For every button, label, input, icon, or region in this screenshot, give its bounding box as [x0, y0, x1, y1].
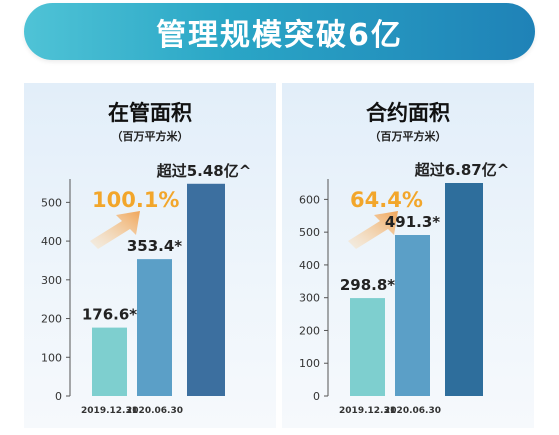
- x-tick-label: 2019.12.31: [339, 406, 396, 416]
- contract-area-title: 合约面积: [366, 101, 450, 125]
- growth-label: 64.4%: [350, 188, 423, 212]
- bar-2: [395, 235, 430, 396]
- y-tick-label: 500: [41, 196, 62, 209]
- contract-area-chart: 0 100 200 300 400 500 600 64.4% 298.8* 2019.12.31…: [299, 161, 510, 416]
- managed-area-title: 在管面积: [108, 101, 192, 125]
- y-tick-label: 600: [299, 193, 320, 206]
- contract-area-panel: 合约面积 （百万平方米） 0 100 200 300 400 500 600 64.4% 298…: [282, 83, 534, 428]
- managed-area-unit: （百万平方米）: [111, 130, 189, 143]
- data-label-1: 298.8*: [340, 276, 395, 294]
- y-tick-label: 400: [41, 235, 62, 248]
- bar-3: [445, 183, 483, 396]
- data-label-3: 超过5.48亿^: [156, 162, 252, 180]
- data-label-1: 176.6*: [82, 306, 137, 324]
- contract-area-unit: （百万平方米）: [369, 130, 447, 143]
- data-label-3: 超过6.87亿^: [414, 161, 510, 179]
- bar-1: [350, 298, 385, 396]
- banner-title: 管理规模突破6亿: [24, 3, 535, 60]
- y-tick-label: 0: [313, 390, 320, 403]
- y-tick-label: 100: [41, 351, 62, 364]
- y-tick-label: 0: [55, 390, 62, 403]
- x-tick-label: 2020.06.30: [384, 406, 441, 416]
- y-tick-label: 300: [299, 292, 320, 305]
- growth-arrow-shape: [90, 211, 140, 249]
- y-tick-label: 100: [299, 357, 320, 370]
- y-tick-label: 200: [299, 324, 320, 337]
- growth-arrow-icon: [348, 211, 398, 249]
- x-tick-label: 2020.06.30: [126, 406, 183, 416]
- y-tick-label: 200: [41, 313, 62, 326]
- data-label-2: 491.3*: [385, 213, 440, 231]
- managed-area-panel: 在管面积 （百万平方米） 0 100 200 300 400 500 100.1% 176.6…: [24, 83, 276, 428]
- growth-arrow-shape: [348, 211, 398, 249]
- data-label-2: 353.4*: [127, 237, 182, 255]
- y-tick-label: 500: [299, 226, 320, 239]
- growth-label: 100.1%: [92, 188, 179, 212]
- y-tick-label: 300: [41, 274, 62, 287]
- growth-arrow-icon: [90, 211, 140, 249]
- bar-3: [187, 183, 225, 396]
- bar-2: [137, 259, 172, 396]
- bar-1: [92, 327, 127, 396]
- x-tick-label: 2019.12.31: [81, 406, 138, 416]
- managed-area-chart: 0 100 200 300 400 500 100.1% 176.6* 2019.12.31 35…: [41, 162, 252, 416]
- y-tick-label: 400: [299, 259, 320, 272]
